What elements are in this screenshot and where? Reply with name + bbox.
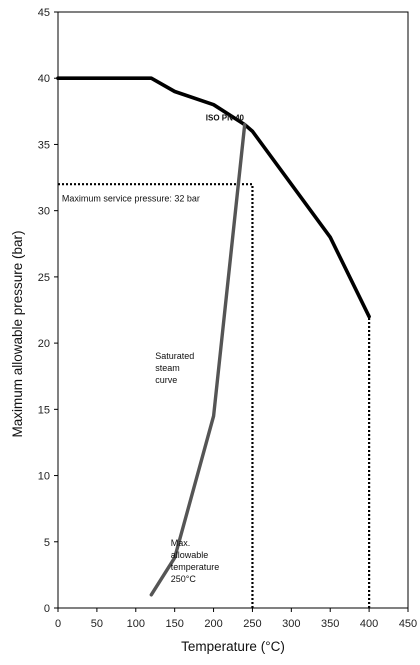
x-tick-label: 300 (282, 618, 300, 630)
annotation-line: temperature (171, 562, 220, 572)
x-tick-label: 0 (55, 618, 61, 630)
y-axis-label: Maximum allowable pressure (bar) (10, 230, 25, 437)
max-service-pressure-label: Maximum service pressure: 32 bar (62, 193, 200, 203)
x-tick-label: 200 (204, 618, 222, 630)
reference-lines (58, 183, 371, 608)
y-tick-label: 10 (38, 471, 50, 483)
y-tick-label: 30 (38, 206, 50, 218)
annotation-line: curve (155, 375, 177, 385)
iso-pn40-label: ISO PN 40 (206, 114, 245, 123)
plot-area (57, 11, 409, 609)
annotation-line: steam (155, 363, 180, 373)
annotations: ISO PN 40 Maximum service pressure: 32 ba… (62, 114, 245, 584)
x-tick-label: 150 (165, 618, 183, 630)
plot-frame (57, 11, 409, 609)
annotation-line: 250°C (171, 574, 197, 584)
annotation-line: Saturated (155, 351, 194, 361)
y-tick-label: 15 (38, 404, 50, 416)
x-tick-label: 350 (321, 618, 339, 630)
y-tick-label: 25 (38, 272, 50, 284)
y-tick-label: 5 (44, 537, 50, 549)
y-tick-label: 0 (44, 603, 50, 615)
y-axis-ticks: 0 5 10 15 20 25 30 35 40 45 (38, 7, 58, 615)
x-tick-label: 50 (91, 618, 103, 630)
y-tick-label: 20 (38, 338, 50, 350)
x-tick-label: 450 (399, 618, 417, 630)
x-tick-label: 400 (360, 618, 378, 630)
x-tick-label: 250 (243, 618, 261, 630)
x-axis-label: Temperature (°C) (181, 639, 285, 654)
annotation-line: Max. (171, 538, 191, 548)
annotation-line: allowable (171, 550, 209, 560)
max-temperature-label: Max. allowable temperature 250°C (171, 538, 220, 584)
x-axis-ticks: 0 50 100 150 200 250 300 350 400 450 (55, 608, 417, 630)
x-tick-label: 100 (127, 618, 145, 630)
saturated-steam-label: Saturated steam curve (155, 351, 194, 385)
y-tick-label: 45 (38, 7, 50, 19)
y-tick-label: 35 (38, 139, 50, 151)
series-saturated-steam-line (149, 122, 247, 597)
series-layer (56, 76, 371, 597)
y-tick-label: 40 (38, 73, 50, 85)
